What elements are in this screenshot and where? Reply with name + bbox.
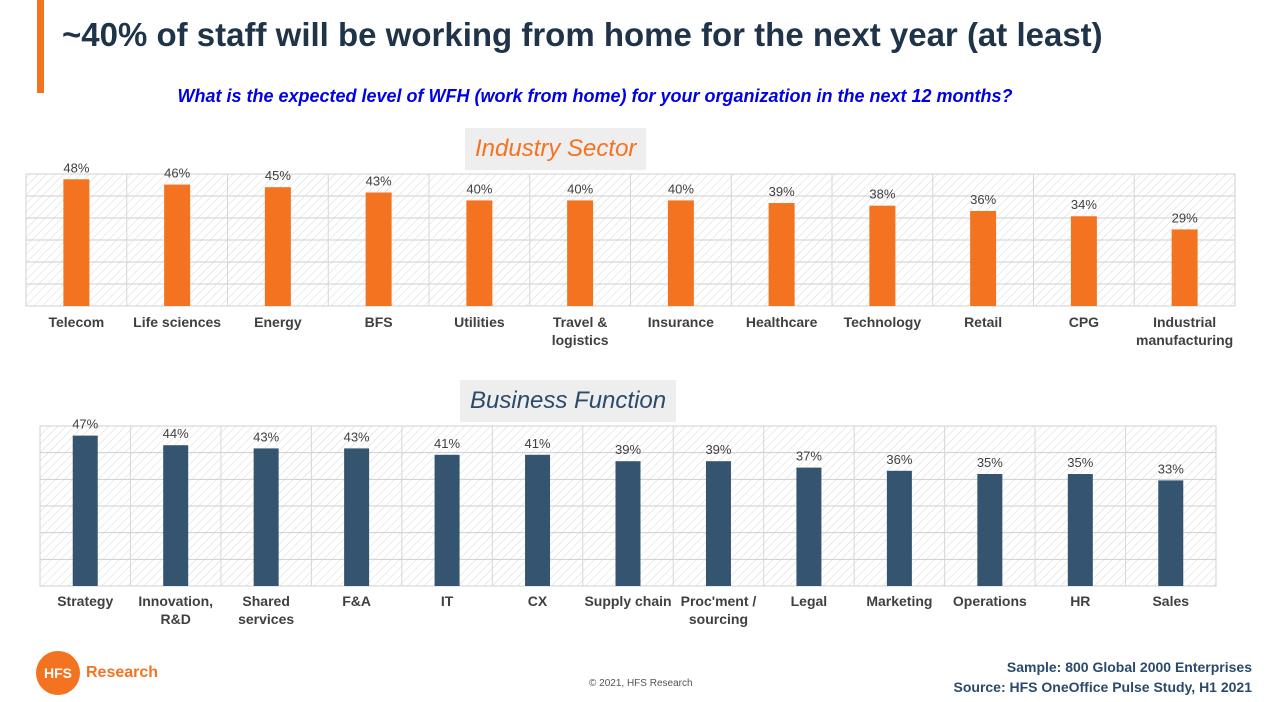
industry-data-label: 38% <box>869 187 895 202</box>
industry-category-label: Utilities <box>454 314 505 330</box>
function-category-label: Proc'ment / sourcing <box>681 593 757 627</box>
function-data-label: 35% <box>977 455 1003 470</box>
industry-bar <box>365 192 392 306</box>
slide-title: ~40% of staff will be working from home … <box>62 16 1103 53</box>
industry-data-label: 40% <box>567 181 593 196</box>
industry-data-label: 45% <box>265 168 291 183</box>
function-bar <box>72 435 98 586</box>
function-category-label: Shared services <box>238 593 294 627</box>
industry-category-label: Insurance <box>648 314 714 330</box>
function-category-label: CX <box>528 593 548 609</box>
function-bar <box>344 448 370 586</box>
industry-data-label: 40% <box>668 181 694 196</box>
function-data-label: 35% <box>1067 455 1093 470</box>
function-category-label: Strategy <box>57 593 113 609</box>
function-category-label: Innovation, R&D <box>138 593 213 627</box>
industry-category-label: Energy <box>254 314 302 330</box>
industry-data-label: 46% <box>164 166 190 181</box>
industry-category-label: Healthcare <box>746 314 818 330</box>
business-function-chart-title: Business Function <box>460 380 677 422</box>
function-category-label: HR <box>1070 593 1090 609</box>
hfs-logo-text: Research <box>86 664 159 681</box>
function-bar <box>977 474 1003 586</box>
function-category-label: Operations <box>953 593 1027 609</box>
function-data-label: 43% <box>344 429 370 444</box>
industry-bar <box>63 179 90 306</box>
industry-bar <box>264 187 291 306</box>
function-bar <box>886 470 912 586</box>
industry-bar <box>1070 216 1097 306</box>
function-data-label: 36% <box>886 452 912 467</box>
industry-data-label: 29% <box>1172 210 1198 225</box>
function-data-label: 47% <box>72 417 98 432</box>
function-category-label: Supply chain <box>584 593 671 609</box>
industry-category-label: Life sciences <box>133 314 221 330</box>
industry-data-label: 39% <box>769 184 795 199</box>
industry-category-label: CPG <box>1069 314 1099 330</box>
industry-category-label: BFS <box>365 314 393 330</box>
industry-bar <box>869 205 896 306</box>
function-data-label: 43% <box>253 429 279 444</box>
function-bar <box>434 454 460 586</box>
industry-bar <box>667 200 694 306</box>
industry-category-label: Retail <box>964 314 1002 330</box>
function-bar <box>1067 474 1093 586</box>
title-accent-bar <box>37 0 44 93</box>
function-category-label: IT <box>441 593 454 609</box>
industry-sector-chart: 48% Telecom 46% Life sciences 45% Energy 43% BF… <box>25 160 1236 348</box>
function-bar <box>525 454 551 586</box>
industry-data-label: 43% <box>366 173 392 188</box>
industry-category-label: Technology <box>844 314 922 330</box>
function-data-label: 44% <box>163 426 189 441</box>
function-data-label: 41% <box>525 436 551 451</box>
industry-bar <box>466 200 493 306</box>
industry-bar <box>567 200 594 306</box>
function-category-label: Legal <box>791 593 828 609</box>
business-function-chart: 47% Strategy 44% Innovation, R&D 43% Shared ser… <box>39 417 1217 627</box>
function-data-label: 37% <box>796 449 822 464</box>
industry-category-label: Industrial manufacturing <box>1136 314 1233 348</box>
function-bar <box>1158 480 1184 586</box>
hfs-logo-mark: HFS <box>36 651 80 695</box>
industry-category-label: Travel & logistics <box>552 314 609 348</box>
industry-bar <box>970 210 997 306</box>
industry-bar <box>768 203 795 306</box>
function-bar <box>253 448 279 586</box>
industry-data-label: 48% <box>63 160 89 175</box>
source-note: Source: HFS OneOffice Pulse Study, H1 20… <box>953 679 1253 695</box>
industry-bar <box>1171 229 1198 306</box>
slide-subtitle: What is the expected level of WFH (work … <box>177 86 1013 106</box>
function-data-label: 33% <box>1158 461 1184 476</box>
industry-data-label: 36% <box>970 192 996 207</box>
function-data-label: 39% <box>615 442 641 457</box>
function-category-label: Sales <box>1152 593 1189 609</box>
industry-bar <box>164 184 191 306</box>
function-bar <box>615 461 641 586</box>
sample-note: Sample: 800 Global 2000 Enterprises <box>1006 659 1252 675</box>
copyright-notice: © 2021, HFS Research <box>589 678 693 689</box>
function-category-label: Marketing <box>866 593 932 609</box>
industry-sector-chart-title: Industry Sector <box>465 128 647 170</box>
industry-data-label: 40% <box>466 181 492 196</box>
function-category-label: F&A <box>342 593 371 609</box>
function-bar <box>705 461 731 586</box>
industry-data-label: 34% <box>1071 197 1097 212</box>
function-bar <box>796 467 822 586</box>
function-data-label: 39% <box>705 442 731 457</box>
function-data-label: 41% <box>434 436 460 451</box>
function-bar <box>163 445 189 586</box>
industry-category-label: Telecom <box>48 314 104 330</box>
